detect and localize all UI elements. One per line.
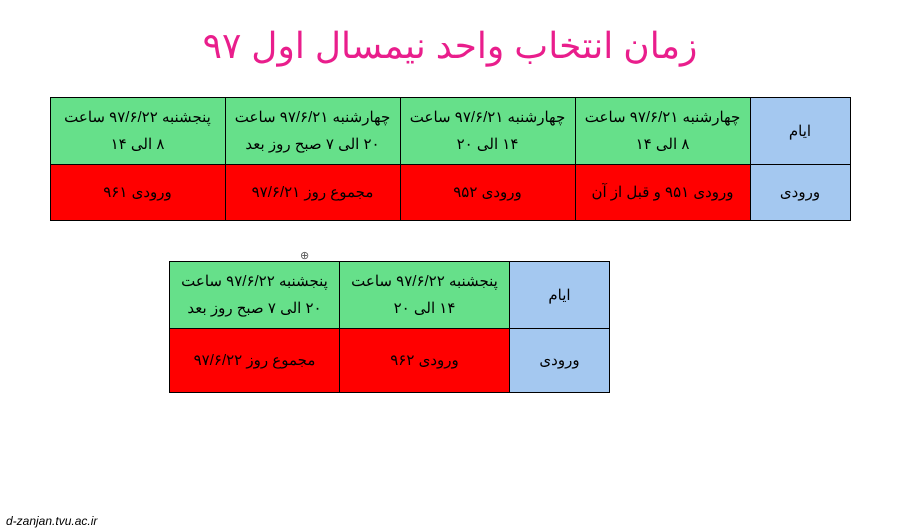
entry-cell: ورودی ۹۵۲ bbox=[400, 165, 575, 221]
day-cell: چهارشنبه ۹۷/۶/۲۱ ساعت ۸ الی ۱۴ bbox=[575, 98, 750, 165]
entry-cell: مجموع روز ۹۷/۶/۲۲ bbox=[170, 329, 340, 393]
anchor-icon: ⊕ bbox=[300, 249, 309, 262]
row-header-entry: ورودی bbox=[750, 165, 850, 221]
row-header-entry: ورودی bbox=[510, 329, 610, 393]
row-header-days: ایام bbox=[510, 262, 610, 329]
day-cell: چهارشنبه ۹۷/۶/۲۱ ساعت ۱۴ الی ۲۰ bbox=[400, 98, 575, 165]
table-row: ایام چهارشنبه ۹۷/۶/۲۱ ساعت ۸ الی ۱۴ چهار… bbox=[50, 98, 850, 165]
page-title: زمان انتخاب واحد نیمسال اول ۹۷ bbox=[0, 0, 900, 97]
entry-cell: مجموع روز ۹۷/۶/۲۱ bbox=[225, 165, 400, 221]
day-cell: پنجشنبه ۹۷/۶/۲۲ ساعت ۱۴ الی ۲۰ bbox=[340, 262, 510, 329]
schedule-table-2: ایام پنجشنبه ۹۷/۶/۲۲ ساعت ۱۴ الی ۲۰ پنجش… bbox=[169, 261, 610, 393]
footer-url: d-zanjan.tvu.ac.ir bbox=[6, 514, 97, 528]
day-cell: پنجشنبه ۹۷/۶/۲۲ ساعت ۸ الی ۱۴ bbox=[50, 98, 225, 165]
table-row: ورودی ورودی ۹۵۱ و قبل از آن ورودی ۹۵۲ مج… bbox=[50, 165, 850, 221]
entry-cell: ورودی ۹۶۱ bbox=[50, 165, 225, 221]
schedule-table-1: ایام چهارشنبه ۹۷/۶/۲۱ ساعت ۸ الی ۱۴ چهار… bbox=[50, 97, 851, 221]
day-cell: پنجشنبه ۹۷/۶/۲۲ ساعت ۲۰ الی ۷ صبح روز بع… bbox=[170, 262, 340, 329]
table-row: ورودی ورودی ۹۶۲ مجموع روز ۹۷/۶/۲۲ bbox=[170, 329, 610, 393]
row-header-days: ایام bbox=[750, 98, 850, 165]
table-row: ایام پنجشنبه ۹۷/۶/۲۲ ساعت ۱۴ الی ۲۰ پنجش… bbox=[170, 262, 610, 329]
entry-cell: ورودی ۹۶۲ bbox=[340, 329, 510, 393]
day-cell: چهارشنبه ۹۷/۶/۲۱ ساعت ۲۰ الی ۷ صبح روز ب… bbox=[225, 98, 400, 165]
entry-cell: ورودی ۹۵۱ و قبل از آن bbox=[575, 165, 750, 221]
